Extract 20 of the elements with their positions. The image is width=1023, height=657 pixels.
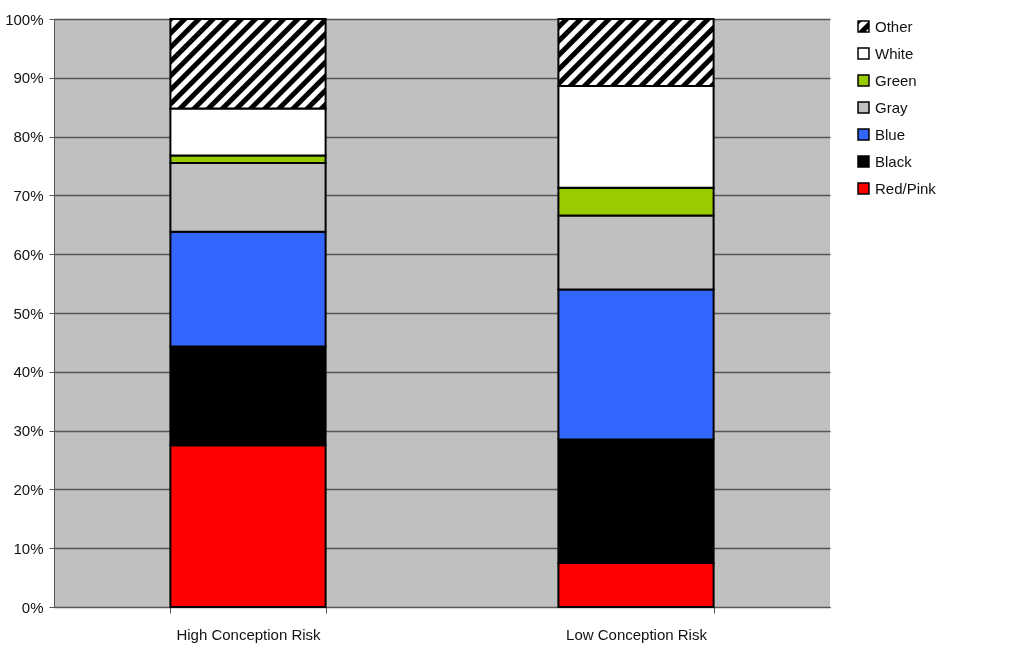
y-tick-label: 40% xyxy=(13,363,44,381)
x-tick-label: High Conception Risk xyxy=(176,625,322,643)
y-tick-label: 30% xyxy=(13,422,44,440)
y-tick-label: 50% xyxy=(13,304,44,322)
legend-label: Red/Pink xyxy=(875,179,937,197)
x-tick-label: Low Conception Risk xyxy=(566,625,708,643)
y-tick-label: 0% xyxy=(21,598,44,616)
legend-label: White xyxy=(875,44,914,62)
legend-label: Gray xyxy=(875,98,908,116)
y-tick-label: 80% xyxy=(13,128,44,146)
y-tick-label: 20% xyxy=(13,480,44,498)
y-tick-label: 90% xyxy=(13,69,44,87)
legend-label: Other xyxy=(875,17,913,35)
legend-label: Green xyxy=(875,71,917,89)
legend-label: Blue xyxy=(875,125,906,143)
y-tick-label: 60% xyxy=(13,245,44,263)
y-tick-label: 10% xyxy=(13,539,44,557)
y-tick-label: 70% xyxy=(13,186,44,204)
y-tick-label: 100% xyxy=(5,10,44,28)
legend-label: Black xyxy=(875,152,913,170)
